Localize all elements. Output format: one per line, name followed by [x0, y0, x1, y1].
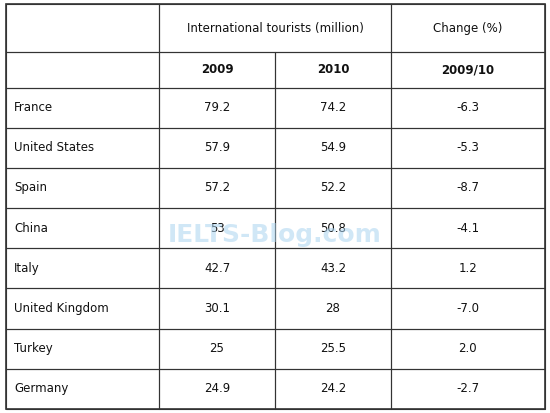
Text: 2009/10: 2009/10 — [441, 63, 494, 76]
Bar — [6, 128, 159, 168]
Text: -5.3: -5.3 — [456, 141, 479, 154]
Bar — [275, 288, 391, 328]
Text: United States: United States — [14, 141, 95, 154]
Text: Italy: Italy — [14, 262, 40, 275]
Bar — [6, 248, 159, 288]
Text: International tourists (million): International tourists (million) — [186, 21, 364, 35]
Bar — [6, 288, 159, 328]
Bar — [6, 208, 159, 248]
Bar — [275, 88, 391, 128]
Bar — [6, 328, 159, 369]
Text: Turkey: Turkey — [14, 342, 53, 355]
Text: Change (%): Change (%) — [433, 21, 502, 35]
Text: 53: 53 — [210, 222, 224, 235]
Text: 42.7: 42.7 — [204, 262, 230, 275]
Bar — [275, 248, 391, 288]
Text: 52.2: 52.2 — [320, 181, 346, 195]
Text: 1.2: 1.2 — [458, 262, 477, 275]
Bar — [275, 208, 391, 248]
Bar — [159, 4, 391, 52]
Bar — [159, 288, 275, 328]
Text: 57.9: 57.9 — [204, 141, 230, 154]
Bar — [6, 88, 159, 128]
Text: -6.3: -6.3 — [456, 101, 479, 114]
Bar — [391, 369, 544, 409]
Text: IELTS-Blog.com: IELTS-Blog.com — [168, 223, 382, 247]
Text: 25: 25 — [210, 342, 224, 355]
Text: 54.9: 54.9 — [320, 141, 346, 154]
Text: 24.2: 24.2 — [320, 382, 346, 395]
Text: United Kingdom: United Kingdom — [14, 302, 109, 315]
Text: China: China — [14, 222, 48, 235]
Bar — [391, 208, 544, 248]
Text: 43.2: 43.2 — [320, 262, 346, 275]
Bar — [6, 52, 159, 88]
Bar — [391, 288, 544, 328]
Text: Germany: Germany — [14, 382, 69, 395]
Bar — [391, 128, 544, 168]
Bar — [275, 128, 391, 168]
Bar — [391, 168, 544, 208]
Bar — [391, 4, 544, 52]
Text: Spain: Spain — [14, 181, 47, 195]
Bar — [391, 328, 544, 369]
Bar — [159, 208, 275, 248]
Bar — [159, 248, 275, 288]
Bar — [159, 328, 275, 369]
Bar — [159, 369, 275, 409]
Bar — [275, 52, 391, 88]
Bar — [6, 4, 159, 52]
Text: France: France — [14, 101, 53, 114]
Bar — [6, 369, 159, 409]
Text: 57.2: 57.2 — [204, 181, 230, 195]
Text: -4.1: -4.1 — [456, 222, 479, 235]
Bar — [275, 369, 391, 409]
Bar — [159, 88, 275, 128]
Bar — [391, 248, 544, 288]
Text: 2009: 2009 — [201, 63, 233, 76]
Bar — [391, 52, 544, 88]
Text: -7.0: -7.0 — [456, 302, 479, 315]
Bar — [6, 168, 159, 208]
Text: -2.7: -2.7 — [456, 382, 479, 395]
Bar — [275, 328, 391, 369]
Text: 25.5: 25.5 — [320, 342, 346, 355]
Text: 50.8: 50.8 — [320, 222, 346, 235]
Text: 28: 28 — [326, 302, 340, 315]
Bar — [159, 168, 275, 208]
Bar — [275, 168, 391, 208]
Text: -8.7: -8.7 — [456, 181, 479, 195]
Bar — [159, 52, 275, 88]
Text: 74.2: 74.2 — [320, 101, 346, 114]
Bar — [159, 128, 275, 168]
Text: 30.1: 30.1 — [204, 302, 230, 315]
Text: 2.0: 2.0 — [458, 342, 477, 355]
Text: 24.9: 24.9 — [204, 382, 230, 395]
Text: 79.2: 79.2 — [204, 101, 230, 114]
Text: 2010: 2010 — [317, 63, 349, 76]
Bar — [391, 88, 544, 128]
